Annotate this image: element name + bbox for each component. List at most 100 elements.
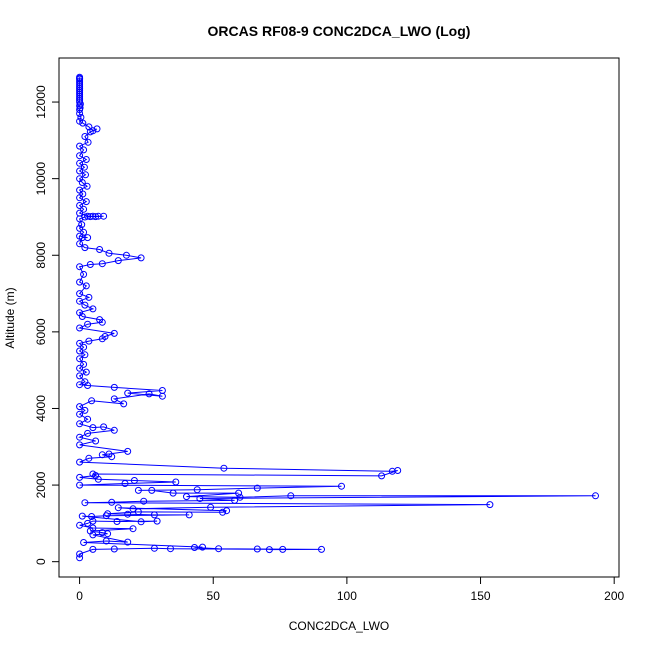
data-point bbox=[76, 403, 84, 411]
data-point bbox=[110, 426, 118, 434]
data-point bbox=[76, 433, 84, 441]
data-point bbox=[130, 477, 138, 484]
data-point bbox=[84, 382, 92, 389]
y-tick-label: 6000 bbox=[34, 318, 48, 345]
data-point bbox=[76, 339, 84, 347]
series-line bbox=[77, 77, 596, 558]
x-tick-label: 0 bbox=[76, 589, 83, 603]
data-point bbox=[85, 454, 93, 462]
data-point bbox=[84, 320, 92, 328]
data-point bbox=[148, 486, 156, 494]
data-point bbox=[185, 511, 193, 519]
y-tick-label: 8000 bbox=[34, 242, 48, 269]
data-point bbox=[167, 545, 174, 553]
data-point bbox=[153, 517, 161, 525]
data-point bbox=[235, 489, 243, 497]
data-point bbox=[158, 392, 166, 400]
data-point bbox=[169, 489, 177, 497]
data-point bbox=[98, 451, 106, 459]
data-point bbox=[82, 198, 90, 206]
data-point bbox=[78, 313, 86, 320]
data-point bbox=[113, 518, 121, 525]
data-point bbox=[193, 486, 201, 494]
data-point bbox=[78, 234, 86, 242]
data-point bbox=[76, 110, 84, 117]
data-point bbox=[76, 355, 84, 363]
data-point bbox=[84, 138, 92, 146]
data-point bbox=[122, 251, 130, 259]
data-point bbox=[102, 512, 110, 520]
data-point bbox=[93, 125, 101, 133]
data-point bbox=[76, 290, 84, 298]
data-point bbox=[105, 249, 113, 257]
data-point bbox=[78, 179, 86, 186]
data-point bbox=[81, 406, 89, 414]
data-point bbox=[124, 510, 132, 518]
data-point bbox=[94, 475, 102, 483]
x-axis-title: CONC2DCA_LWO bbox=[289, 619, 389, 633]
data-point bbox=[76, 159, 84, 167]
data-point bbox=[104, 510, 112, 518]
data-point bbox=[92, 213, 100, 221]
data-point bbox=[94, 212, 102, 220]
x-tick-label: 200 bbox=[604, 589, 624, 603]
data-point bbox=[124, 447, 132, 455]
data-point bbox=[223, 507, 231, 515]
data-point bbox=[76, 297, 84, 305]
data-point bbox=[76, 441, 84, 449]
data-point bbox=[124, 389, 132, 397]
data-point bbox=[76, 550, 84, 558]
data-point bbox=[85, 337, 93, 345]
data-point bbox=[76, 347, 84, 355]
data-point bbox=[137, 518, 145, 526]
data-point bbox=[88, 397, 96, 405]
x-tick-label: 50 bbox=[207, 589, 221, 603]
data-point bbox=[80, 343, 88, 351]
data-point bbox=[215, 545, 223, 553]
data-point bbox=[82, 368, 90, 376]
data-point bbox=[114, 504, 122, 512]
data-point bbox=[100, 212, 108, 220]
data-point bbox=[84, 415, 92, 423]
data-point bbox=[378, 472, 386, 480]
data-point bbox=[81, 244, 89, 252]
data-point bbox=[114, 257, 122, 265]
data-point bbox=[150, 544, 158, 552]
data-point bbox=[265, 546, 273, 554]
data-point bbox=[82, 282, 90, 290]
data-point bbox=[76, 324, 84, 332]
data-point bbox=[219, 508, 227, 516]
data-point bbox=[76, 372, 84, 380]
plot-frame bbox=[58, 57, 620, 578]
data-point bbox=[76, 364, 84, 372]
data-point bbox=[76, 481, 84, 489]
data-point bbox=[279, 545, 287, 553]
data-point bbox=[80, 205, 88, 213]
y-tick-label: 12000 bbox=[34, 85, 48, 119]
data-point bbox=[76, 142, 84, 150]
y-tick-label: 2000 bbox=[34, 471, 48, 498]
data-point bbox=[172, 478, 180, 486]
data-point bbox=[76, 240, 84, 248]
y-tick-label: 4000 bbox=[34, 395, 48, 422]
data-point bbox=[108, 453, 116, 461]
data-point bbox=[124, 538, 132, 546]
data-point bbox=[110, 329, 118, 337]
data-point bbox=[96, 246, 104, 253]
data-point bbox=[207, 503, 215, 511]
data-point bbox=[98, 529, 106, 537]
data-point bbox=[486, 501, 494, 509]
data-point bbox=[80, 146, 88, 154]
data-point bbox=[199, 543, 206, 551]
data-point bbox=[84, 519, 92, 527]
data-point bbox=[80, 539, 88, 546]
data-point bbox=[76, 420, 84, 428]
data-point bbox=[86, 261, 94, 268]
data-point bbox=[83, 182, 91, 190]
data-point bbox=[89, 212, 97, 220]
data-point bbox=[137, 254, 145, 262]
data-point bbox=[81, 351, 89, 359]
data-point bbox=[592, 492, 599, 500]
data-point bbox=[196, 495, 204, 502]
data-point bbox=[145, 390, 153, 398]
